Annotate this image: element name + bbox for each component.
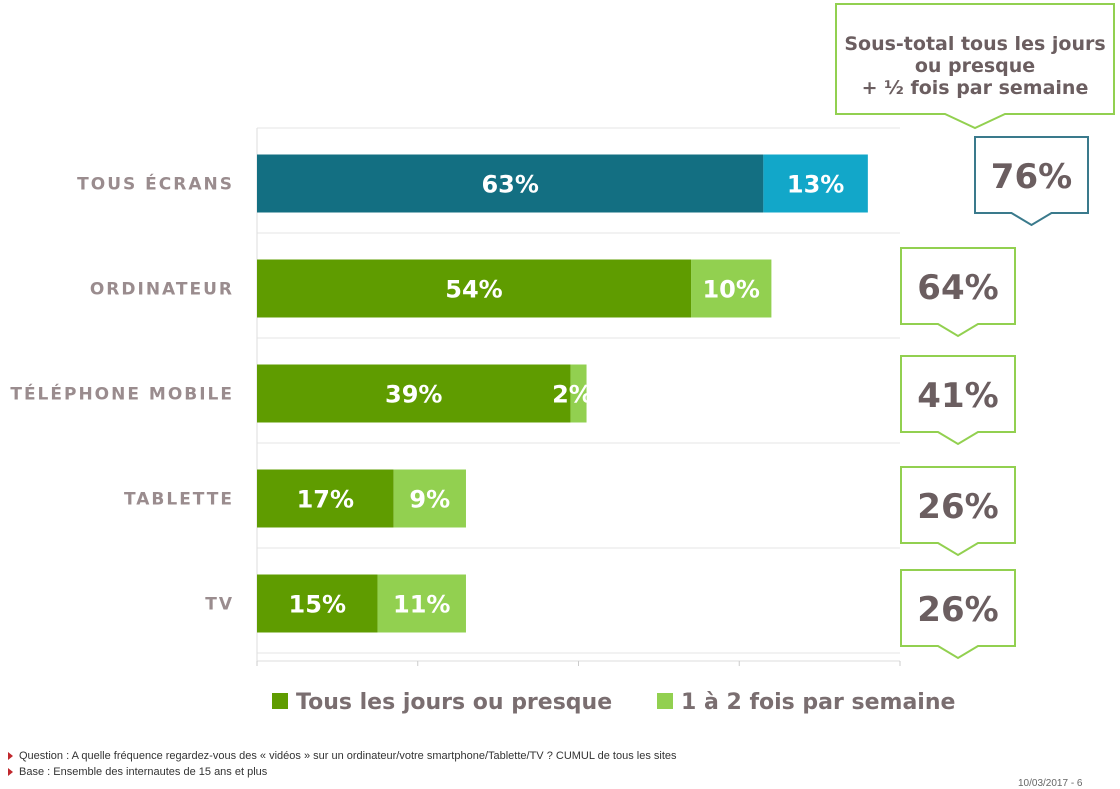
page-meta: 10/03/2017 - 6 [1018, 778, 1083, 789]
subtotal-label: 76% [991, 157, 1072, 197]
legend-label-daily: Tous les jours ou presque [296, 690, 612, 715]
subtotal-callout [900, 247, 1016, 338]
legend-label-weekly: 1 à 2 fois par semaine [681, 690, 955, 715]
legend-swatch-weekly [657, 693, 673, 709]
data-label-weekly: 2% [552, 381, 593, 409]
data-label-weekly: 9% [409, 486, 450, 514]
bar-segment-weekly [691, 259, 772, 318]
data-label-daily: 17% [297, 486, 354, 514]
data-label-daily: 39% [385, 381, 442, 409]
footnote-base-text: Base : Ensemble des internautes de 15 an… [19, 766, 268, 778]
subtotal-header-line: Sous-total tous les jours [844, 33, 1105, 55]
category-label: ORDINATEUR [90, 280, 234, 300]
data-label-daily: 54% [445, 276, 502, 304]
bar-segment-weekly [570, 364, 587, 423]
bar-segment-daily [257, 469, 394, 528]
subtotal-label: 41% [917, 376, 998, 416]
bar-segment-daily [257, 154, 764, 213]
data-label-weekly: 13% [787, 171, 844, 199]
data-label-weekly: 11% [393, 591, 450, 619]
data-label-daily: 63% [481, 171, 538, 199]
bar-segment-weekly [393, 469, 466, 528]
subtotal-label: 26% [917, 590, 998, 630]
bullet-icon [8, 752, 13, 760]
category-label: TÉLÉPHONE MOBILE [10, 383, 234, 405]
data-label-daily: 15% [289, 591, 346, 619]
subtotal-label: 26% [917, 487, 998, 527]
footnote-question: Question : A quelle fréquence regardez-v… [8, 748, 677, 764]
bullet-icon [8, 768, 13, 776]
legend-swatch-daily [272, 693, 288, 709]
subtotal-header-line: + ½ fois par semaine [862, 77, 1089, 99]
footnote-question-text: Question : A quelle fréquence regardez-v… [19, 750, 677, 762]
subtotal-callout [974, 136, 1089, 227]
footnote-base: Base : Ensemble des internautes de 15 an… [8, 764, 677, 780]
subtotal-header-callout [835, 3, 1115, 130]
footnotes: Question : A quelle fréquence regardez-v… [8, 748, 677, 780]
subtotal-label: 64% [917, 268, 998, 308]
bar-segment-weekly [763, 154, 868, 213]
subtotal-callout [900, 355, 1016, 446]
bar-segment-daily [257, 259, 692, 318]
category-label: TV [205, 595, 234, 615]
subtotal-callout [900, 466, 1016, 557]
subtotal-callout [900, 569, 1016, 660]
category-label: TOUS ÉCRANS [77, 173, 234, 195]
subtotal-header-line: ou presque [915, 55, 1035, 77]
bar-segment-weekly [377, 574, 466, 633]
category-label: TABLETTE [124, 490, 234, 510]
data-label-weekly: 10% [702, 276, 759, 304]
bar-segment-daily [257, 364, 571, 423]
bar-segment-daily [257, 574, 378, 633]
